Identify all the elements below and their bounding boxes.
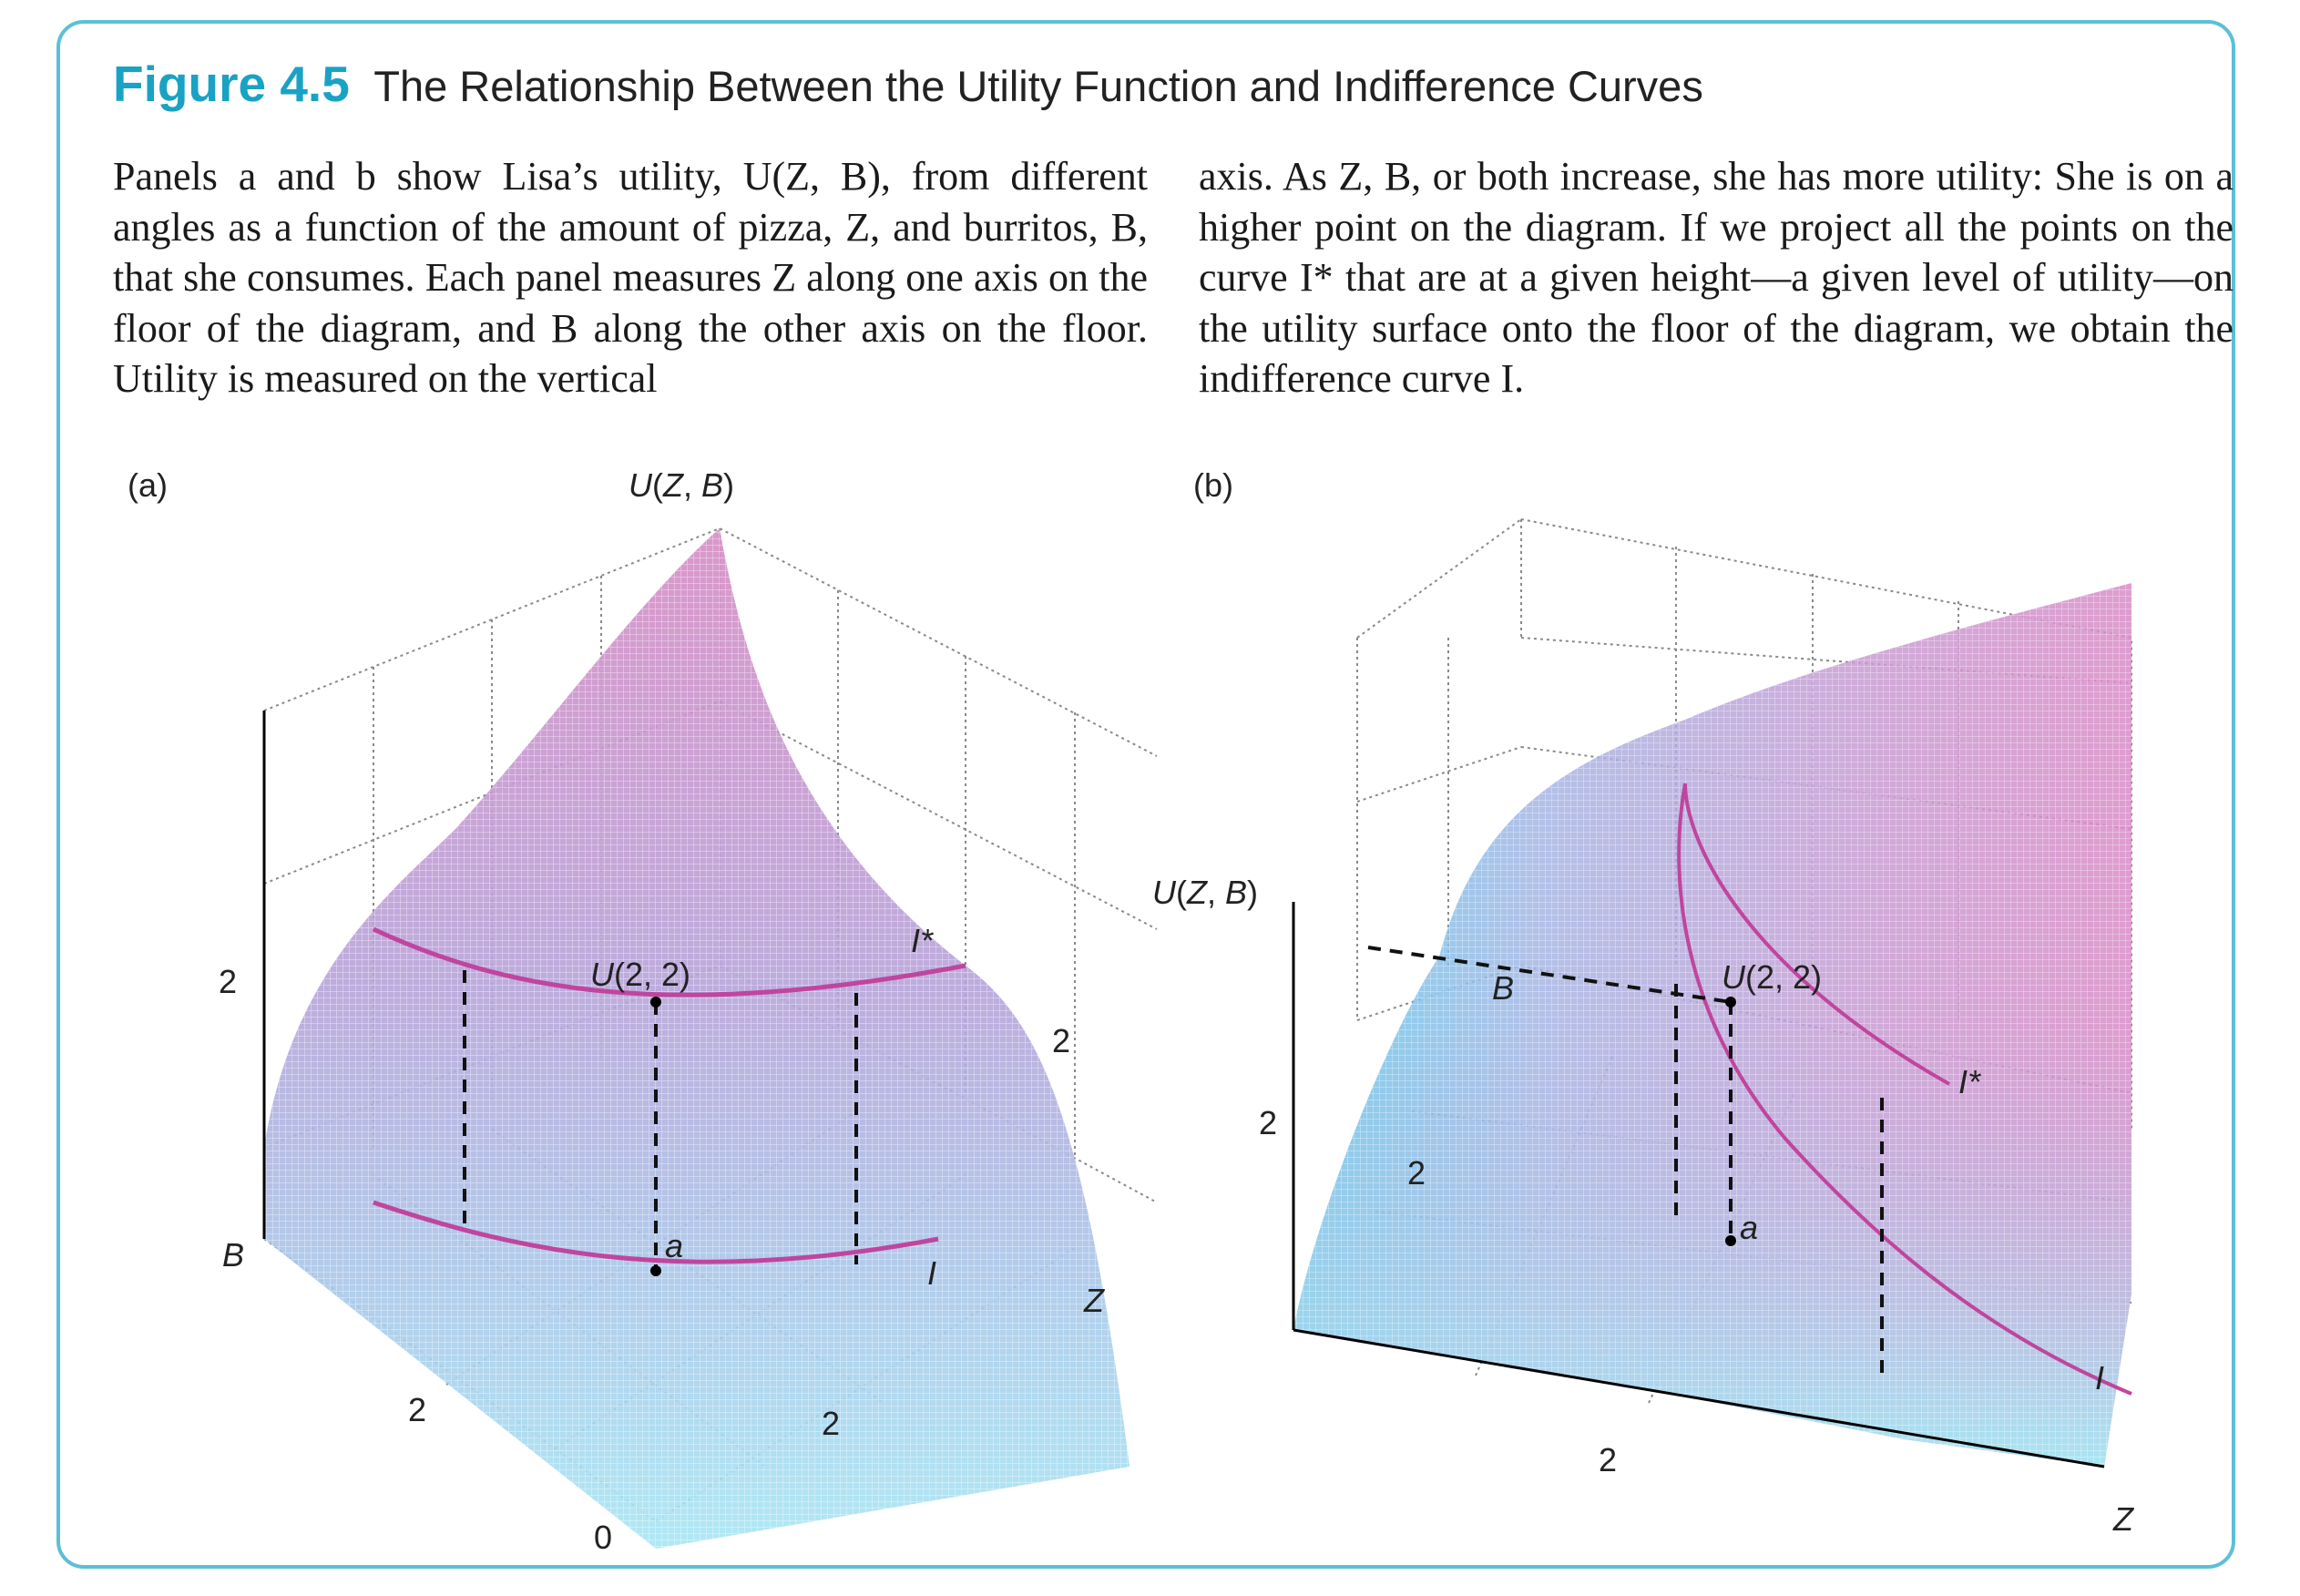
curve-lower-label: I — [2095, 1359, 2104, 1396]
point-a-label: a — [665, 1227, 683, 1264]
tick-B-floor: 2 — [408, 1391, 426, 1428]
panel-a-plot: (a) U(Z, B) 2 2 B Z 2 2 0 U(2, 2) a I* I — [128, 466, 1158, 1556]
figure-heading: The Relationship Between the Utility Fun… — [373, 62, 1703, 110]
axis-B-label: B — [222, 1236, 244, 1274]
point-a-label: a — [1740, 1209, 1758, 1246]
axis-B-label: B — [1492, 969, 1514, 1007]
panel-b-label: (b) — [1193, 466, 1233, 504]
floor-axis — [1293, 1328, 2105, 1468]
tick-B-floor: 2 — [1407, 1154, 1426, 1192]
point-a — [1725, 1235, 1736, 1246]
vertical-axis-label: U(Z, B) — [1152, 874, 1258, 911]
point-upper — [650, 997, 661, 1008]
tick-vertical: 2 — [219, 963, 237, 1000]
vertical-axis-label: U(Z, B) — [629, 466, 734, 504]
projection-lines — [463, 970, 858, 1271]
curve-upper-label: I* — [911, 922, 934, 959]
panel-b: (b) U(Z, B) 2 B 2 2 Z U(2, 2) a I* I — [1152, 455, 2177, 1567]
axis-Z-label: Z — [2112, 1500, 2134, 1538]
point-upper — [1725, 997, 1736, 1008]
tick-vertical: 2 — [1259, 1104, 1277, 1141]
origin-label: 0 — [594, 1519, 612, 1556]
indifference-curve-upper — [372, 926, 966, 998]
point-upper-label: U(2, 2) — [1722, 958, 1822, 996]
tick-Z-floor: 2 — [822, 1405, 840, 1442]
axis-Z-label: Z — [1083, 1282, 1105, 1319]
figure-number: Figure 4.5 — [113, 56, 350, 112]
caption-right-column: axis. As Z, B, or both increase, she has… — [1199, 154, 2234, 401]
caption-left-column: Panels a and b show Lisa’s utility, U(Z,… — [113, 154, 1148, 401]
tick-Z-floor: 2 — [1599, 1441, 1617, 1478]
indifference-curve-lower — [373, 1200, 939, 1264]
figure-title: Figure 4.5 The Relationship Between the … — [113, 55, 1703, 113]
projection-lines — [1367, 946, 1884, 1376]
curve-lower-label: I — [927, 1254, 936, 1292]
indifference-curve-lower — [1677, 783, 2132, 1396]
point-upper-label: U(2, 2) — [590, 956, 690, 993]
panel-a: (a) U(Z, B) 2 2 B Z 2 2 0 U(2, 2) a I* I — [128, 455, 1211, 1567]
tick-right: 2 — [1052, 1022, 1070, 1059]
point-a — [650, 1265, 661, 1276]
panel-b-plot: (b) U(Z, B) 2 B 2 2 Z U(2, 2) a I* I — [1152, 466, 2134, 1538]
indifference-curve-upper — [1683, 783, 1950, 1086]
panel-a-label: (a) — [128, 466, 168, 504]
curve-upper-label: I* — [1958, 1063, 1981, 1100]
figure-frame — [56, 20, 2235, 1569]
